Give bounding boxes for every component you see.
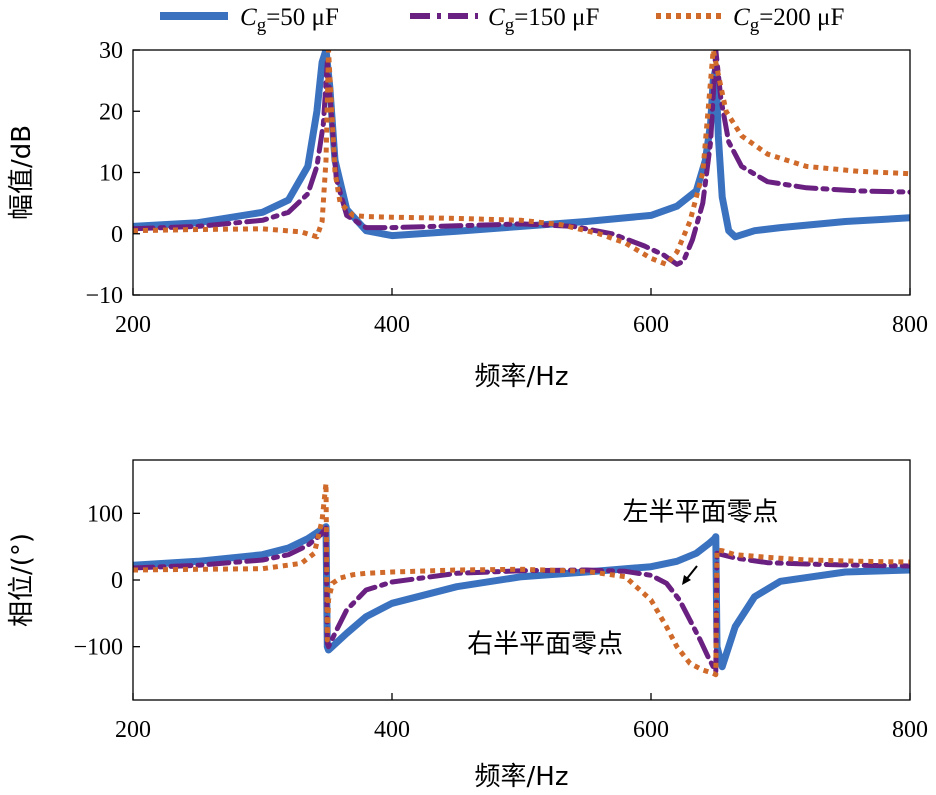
mag-xtick-label: 200 [115, 312, 151, 338]
legend: Cg=50 μF Cg=150 μF Cg=200 μF [160, 4, 844, 36]
phase-panel: 200 400 600 800 −100 0 100 频率/Hz 相位/(°) 左半平面零点右半平… [7, 459, 928, 792]
magnitude-panel: 200 400 600 800 −10 0 10 20 30 频率/Hz 幅值/dB [7, 38, 928, 392]
mag-ytick-label: 0 [111, 222, 123, 248]
legend-symbol: C [488, 4, 505, 31]
mag-ytick-label: −10 [85, 283, 123, 309]
legend-label-3: Cg=200 μF [733, 4, 844, 36]
mag-ytick-label: 20 [99, 99, 123, 125]
mag-ytick-label: 30 [99, 38, 123, 64]
phase-ytick-label: 100 [87, 501, 123, 527]
phase-annotation-1: 左半平面零点 [623, 497, 779, 527]
legend-subscript: g [505, 15, 515, 36]
legend-subscript: g [257, 15, 267, 36]
mag-series-line-2 [133, 50, 910, 267]
phase-series-line-3 [133, 480, 910, 678]
phase-x-axis-label: 频率/Hz [475, 762, 569, 792]
mag-plot-frame [132, 49, 911, 296]
phase-series-line-2 [133, 525, 910, 675]
phase-xtick-label: 400 [374, 717, 410, 743]
phase-xtick-label: 600 [633, 717, 669, 743]
phase-series-line-1 [133, 523, 910, 671]
mag-ytick-label: 10 [99, 161, 123, 187]
mag-y-axis-label: 幅值/dB [7, 125, 37, 220]
annotation-arrow-head [682, 575, 691, 585]
phase-series-group [133, 480, 910, 678]
phase-y-axis-label: 相位/(°) [7, 533, 37, 627]
phase-xtick-label: 800 [892, 717, 928, 743]
phase-xtick-label: 200 [115, 717, 151, 743]
phase-ytick-label: −100 [73, 635, 123, 661]
legend-value: =150 μF [514, 4, 599, 31]
legend-label-1: Cg=50 μF [240, 4, 339, 36]
mag-x-axis-label: 频率/Hz [475, 362, 569, 392]
mag-series-line-3 [133, 50, 910, 267]
phase-annotation-2: 右半平面零点 [467, 629, 623, 659]
legend-symbol: C [240, 4, 257, 31]
mag-series-group [133, 50, 910, 267]
legend-value: =200 μF [759, 4, 844, 31]
legend-value: =50 μF [266, 4, 339, 31]
mag-xtick-label: 600 [633, 312, 669, 338]
legend-label-2: Cg=150 μF [488, 4, 599, 36]
legend-symbol: C [733, 4, 750, 31]
phase-ytick-label: 0 [111, 568, 123, 594]
mag-series-line-1 [133, 50, 910, 241]
legend-subscript: g [750, 15, 760, 36]
mag-xtick-label: 400 [374, 312, 410, 338]
mag-xtick-label: 800 [892, 312, 928, 338]
